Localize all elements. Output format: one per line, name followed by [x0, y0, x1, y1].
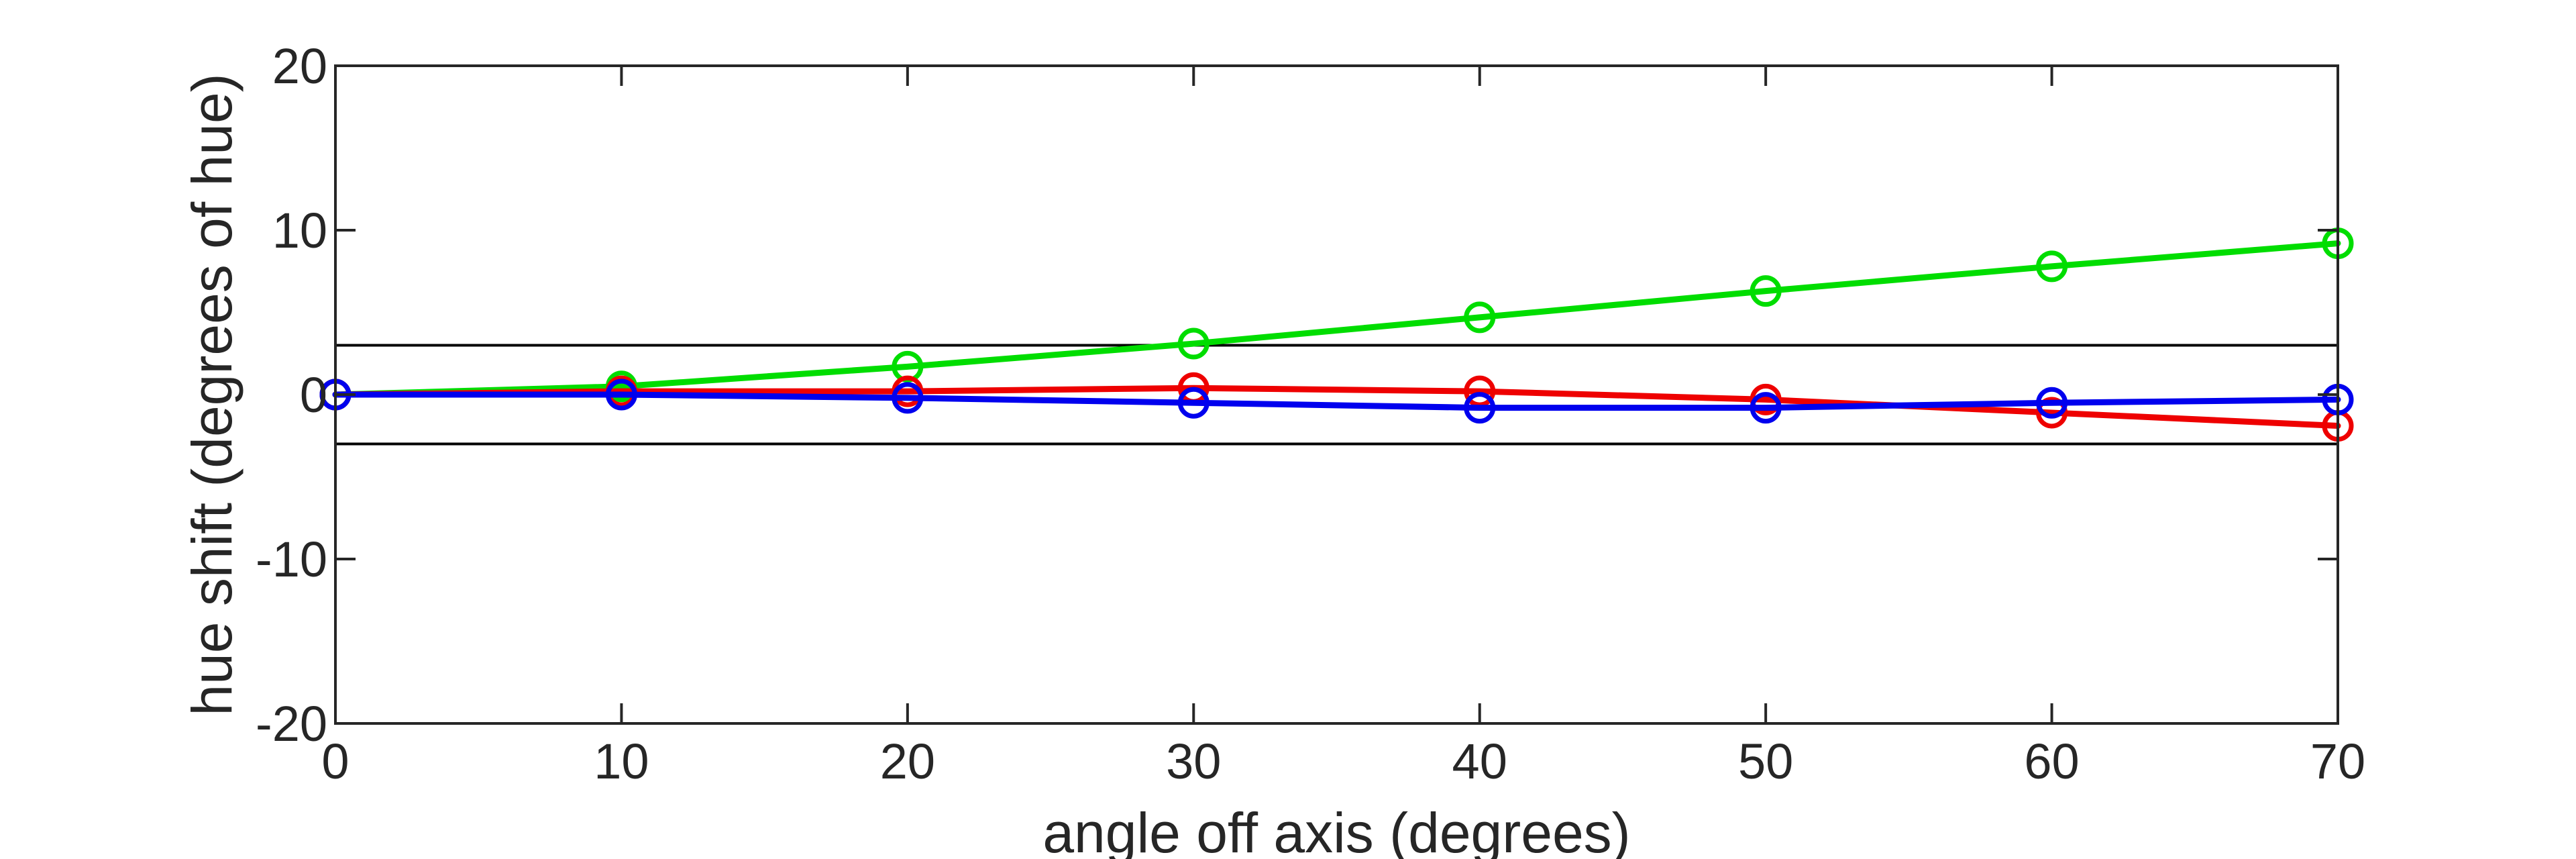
x-tick-label-5: 50 — [1738, 734, 1793, 789]
data-point-0-3 — [1177, 327, 1210, 360]
data-point-0-5 — [1750, 275, 1782, 307]
x-tick-label-2: 20 — [880, 734, 935, 789]
x-tick-label-4: 40 — [1452, 734, 1507, 789]
reference-lines — [335, 344, 2338, 446]
y-tick-label-0: -20 — [256, 696, 327, 752]
data-point-2-5 — [1750, 392, 1782, 424]
series-line-1 — [332, 385, 2341, 430]
data-point-2-2 — [892, 382, 924, 414]
data-point-0-6 — [2036, 250, 2068, 283]
data-point-2-1 — [605, 378, 637, 411]
y-tick-label-1: -10 — [256, 532, 327, 587]
x-tick-label-6: 60 — [2024, 734, 2079, 789]
data-point-1-6 — [2036, 397, 2068, 429]
x-tick-label-7: 70 — [2310, 734, 2365, 789]
data-point-0-4 — [1464, 301, 1496, 334]
data-point-2-4 — [1464, 392, 1496, 424]
axis-ticks: 0 10 20 30 40 50 60 70 -20 -10 0 10 20 — [256, 38, 2365, 789]
axis-labels: angle off axis (degrees) hue shift (degr… — [180, 73, 1631, 859]
series-line-2 — [332, 391, 2341, 411]
y-tick-label-2: 0 — [300, 367, 327, 423]
data-point-2-3 — [1177, 387, 1210, 419]
x-axis-label: angle off axis (degrees) — [1042, 801, 1630, 859]
series-group — [319, 228, 2354, 442]
series-0 — [319, 228, 2354, 411]
x-tick-label-0: 0 — [321, 734, 349, 789]
y-axis-label: hue shift (degrees of hue) — [180, 73, 244, 715]
x-tick-label-3: 30 — [1166, 734, 1221, 789]
series-line-0 — [332, 240, 2341, 398]
data-point-2-6 — [2036, 387, 2068, 419]
y-tick-label-4: 20 — [272, 38, 327, 94]
x-tick-label-1: 10 — [594, 734, 649, 789]
y-tick-label-3: 10 — [272, 203, 327, 258]
